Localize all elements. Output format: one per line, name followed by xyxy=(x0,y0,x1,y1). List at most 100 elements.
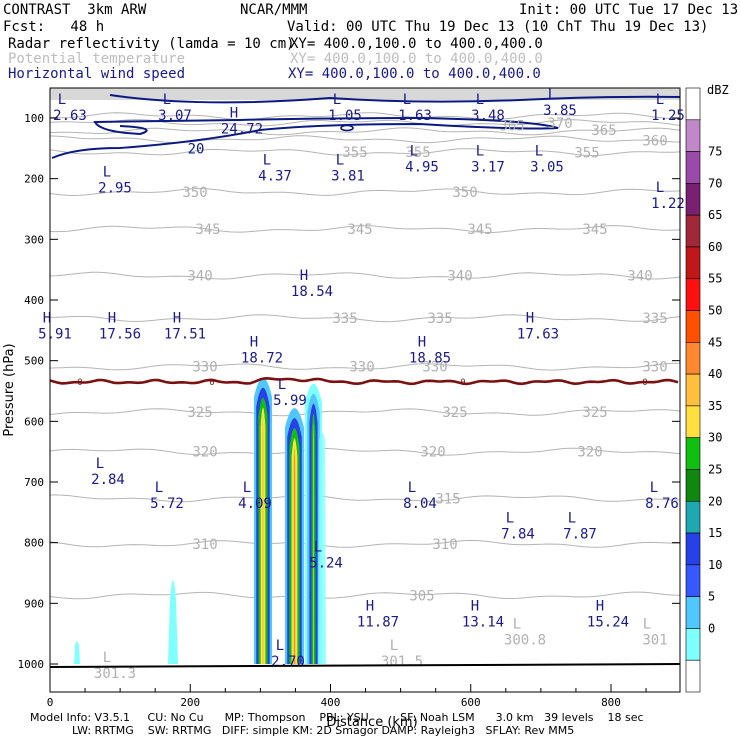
extremum-kind: L xyxy=(656,92,664,108)
theta-label: 355 xyxy=(342,145,367,161)
extremum-value: 2.84 xyxy=(91,472,125,488)
extremum-value: 3.81 xyxy=(331,169,365,185)
extremum-value: 11.87 xyxy=(357,615,399,631)
extremum-kind: L xyxy=(276,638,284,654)
extremum-kind: L xyxy=(643,617,651,633)
colorbar-level-label: 20 xyxy=(708,494,722,508)
wind-contours xyxy=(51,94,681,159)
theta-label: 345 xyxy=(582,222,607,238)
theta-contour-320 xyxy=(49,447,681,456)
theta-label: 330 xyxy=(192,360,217,376)
extremum-kind: L xyxy=(263,153,271,169)
extremum-value: 301.5 xyxy=(381,654,423,670)
extremum-kind: H xyxy=(471,599,479,615)
extremum-value: 8.76 xyxy=(645,496,679,512)
theta-label: 355 xyxy=(405,145,430,161)
colorbar-level-label: 45 xyxy=(708,335,722,349)
extremum-value: 7.87 xyxy=(563,527,597,543)
theta-label: 365 xyxy=(591,123,616,139)
extremum-value: 18.54 xyxy=(291,284,333,300)
contour-labels: 365 370 365 360 355 355 355 350 350 345 345 345 345 3… xyxy=(38,87,685,682)
extremum-kind: L xyxy=(403,92,411,108)
extremum-kind: H xyxy=(300,268,308,284)
x-tick-label: 200 xyxy=(180,696,200,709)
field2-label: Potential temperature xyxy=(8,51,186,67)
theta-label: 310 xyxy=(192,537,217,553)
theta-label: 325 xyxy=(442,405,467,421)
reflectivity-patch-right xyxy=(318,432,326,664)
zero-isotherm-label: 0 xyxy=(460,378,465,388)
colorbar-level-label: 50 xyxy=(708,304,722,318)
extremum-value: 5.24 xyxy=(309,556,343,572)
field1-xy: XY= 400.0,100.0 to 400.0,400.0 xyxy=(290,36,543,52)
reflectivity-cell-1-band-4 xyxy=(293,448,296,664)
extremum-kind: H xyxy=(418,335,426,351)
y-tick-label: 400 xyxy=(24,294,44,307)
zero-isotherm-line xyxy=(49,376,679,386)
theta-contour-335 xyxy=(49,314,681,323)
theta-contour-305 xyxy=(49,591,681,600)
extremum-value: 3.07 xyxy=(158,108,192,124)
theta-label: 350 xyxy=(452,185,477,201)
theta-contour-340 xyxy=(49,271,681,280)
theta-contour-365 xyxy=(49,112,681,121)
extremum-value: 5.91 xyxy=(38,326,72,342)
theta-label: 370 xyxy=(547,116,572,132)
reflectivity-patch-left xyxy=(168,580,178,664)
extremum-kind: H xyxy=(526,310,534,326)
theta-contour-350 xyxy=(49,187,681,197)
colorbar-swatch xyxy=(685,564,701,597)
extremum-kind: L xyxy=(568,511,576,527)
extremum-kind: L xyxy=(333,92,341,108)
colorbar-level-label: 30 xyxy=(708,431,722,445)
extremum-value: 8.04 xyxy=(403,496,437,512)
plot-frame xyxy=(49,87,681,693)
extremum-kind: H xyxy=(43,310,51,326)
theta-label: 320 xyxy=(420,445,445,461)
theta-label: 345 xyxy=(467,222,492,238)
extremum-kind: L xyxy=(96,456,104,472)
theta-label: 310 xyxy=(432,537,457,553)
colorbar-level-label: 40 xyxy=(708,367,722,381)
extremum-value: 1.22 xyxy=(651,196,685,212)
theta-label: 365 xyxy=(499,118,524,134)
extremum-value: 2.70 xyxy=(271,654,305,670)
theta-contour-310 xyxy=(49,539,681,548)
ground-line xyxy=(49,663,681,668)
theta-contour-315 xyxy=(49,494,681,503)
extremum-value: 24.72 xyxy=(221,121,263,137)
reflectivity-cell-2-band-4 xyxy=(313,423,314,664)
extremum-value: 13.14 xyxy=(462,615,504,631)
colorbar-swatch xyxy=(685,151,701,184)
extremum-value: 3.17 xyxy=(471,160,505,176)
extremum-kind: L xyxy=(408,480,416,496)
extremum-value: 2.63 xyxy=(53,108,87,124)
extremum-kind: H xyxy=(596,599,604,615)
extremum-value: 4.37 xyxy=(258,169,292,185)
extremum-kind: L xyxy=(103,650,111,666)
colorbar-level-label: 15 xyxy=(708,526,722,540)
extremum-kind: H xyxy=(366,599,374,615)
theta-label: 340 xyxy=(627,269,652,285)
extremum-value: 1.05 xyxy=(328,108,362,124)
colorbar-swatch xyxy=(685,373,701,407)
colorbar-swatch xyxy=(685,469,701,502)
theta-label: 335 xyxy=(427,311,452,327)
colorbar-level-label: 10 xyxy=(708,558,722,572)
x-tick-label: 800 xyxy=(601,696,621,709)
extremum-value: 18.85 xyxy=(409,351,451,367)
theta-label: 305 xyxy=(409,588,434,604)
extremum-value: 17.63 xyxy=(517,326,559,342)
x-tick-label: 400 xyxy=(321,696,341,709)
extremum-kind: L xyxy=(243,480,251,496)
extremum-kind: L xyxy=(476,92,484,108)
extremum-kind: H xyxy=(230,105,238,121)
theta-label: 335 xyxy=(332,311,357,327)
extremum-value: 15.24 xyxy=(587,615,629,631)
extremum-kind: L xyxy=(278,377,286,393)
extremum-value: 3.05 xyxy=(530,160,564,176)
x-tick-label: 600 xyxy=(461,696,481,709)
extremum-value: 4.09 xyxy=(238,496,272,512)
extremum-kind: L xyxy=(513,617,521,633)
